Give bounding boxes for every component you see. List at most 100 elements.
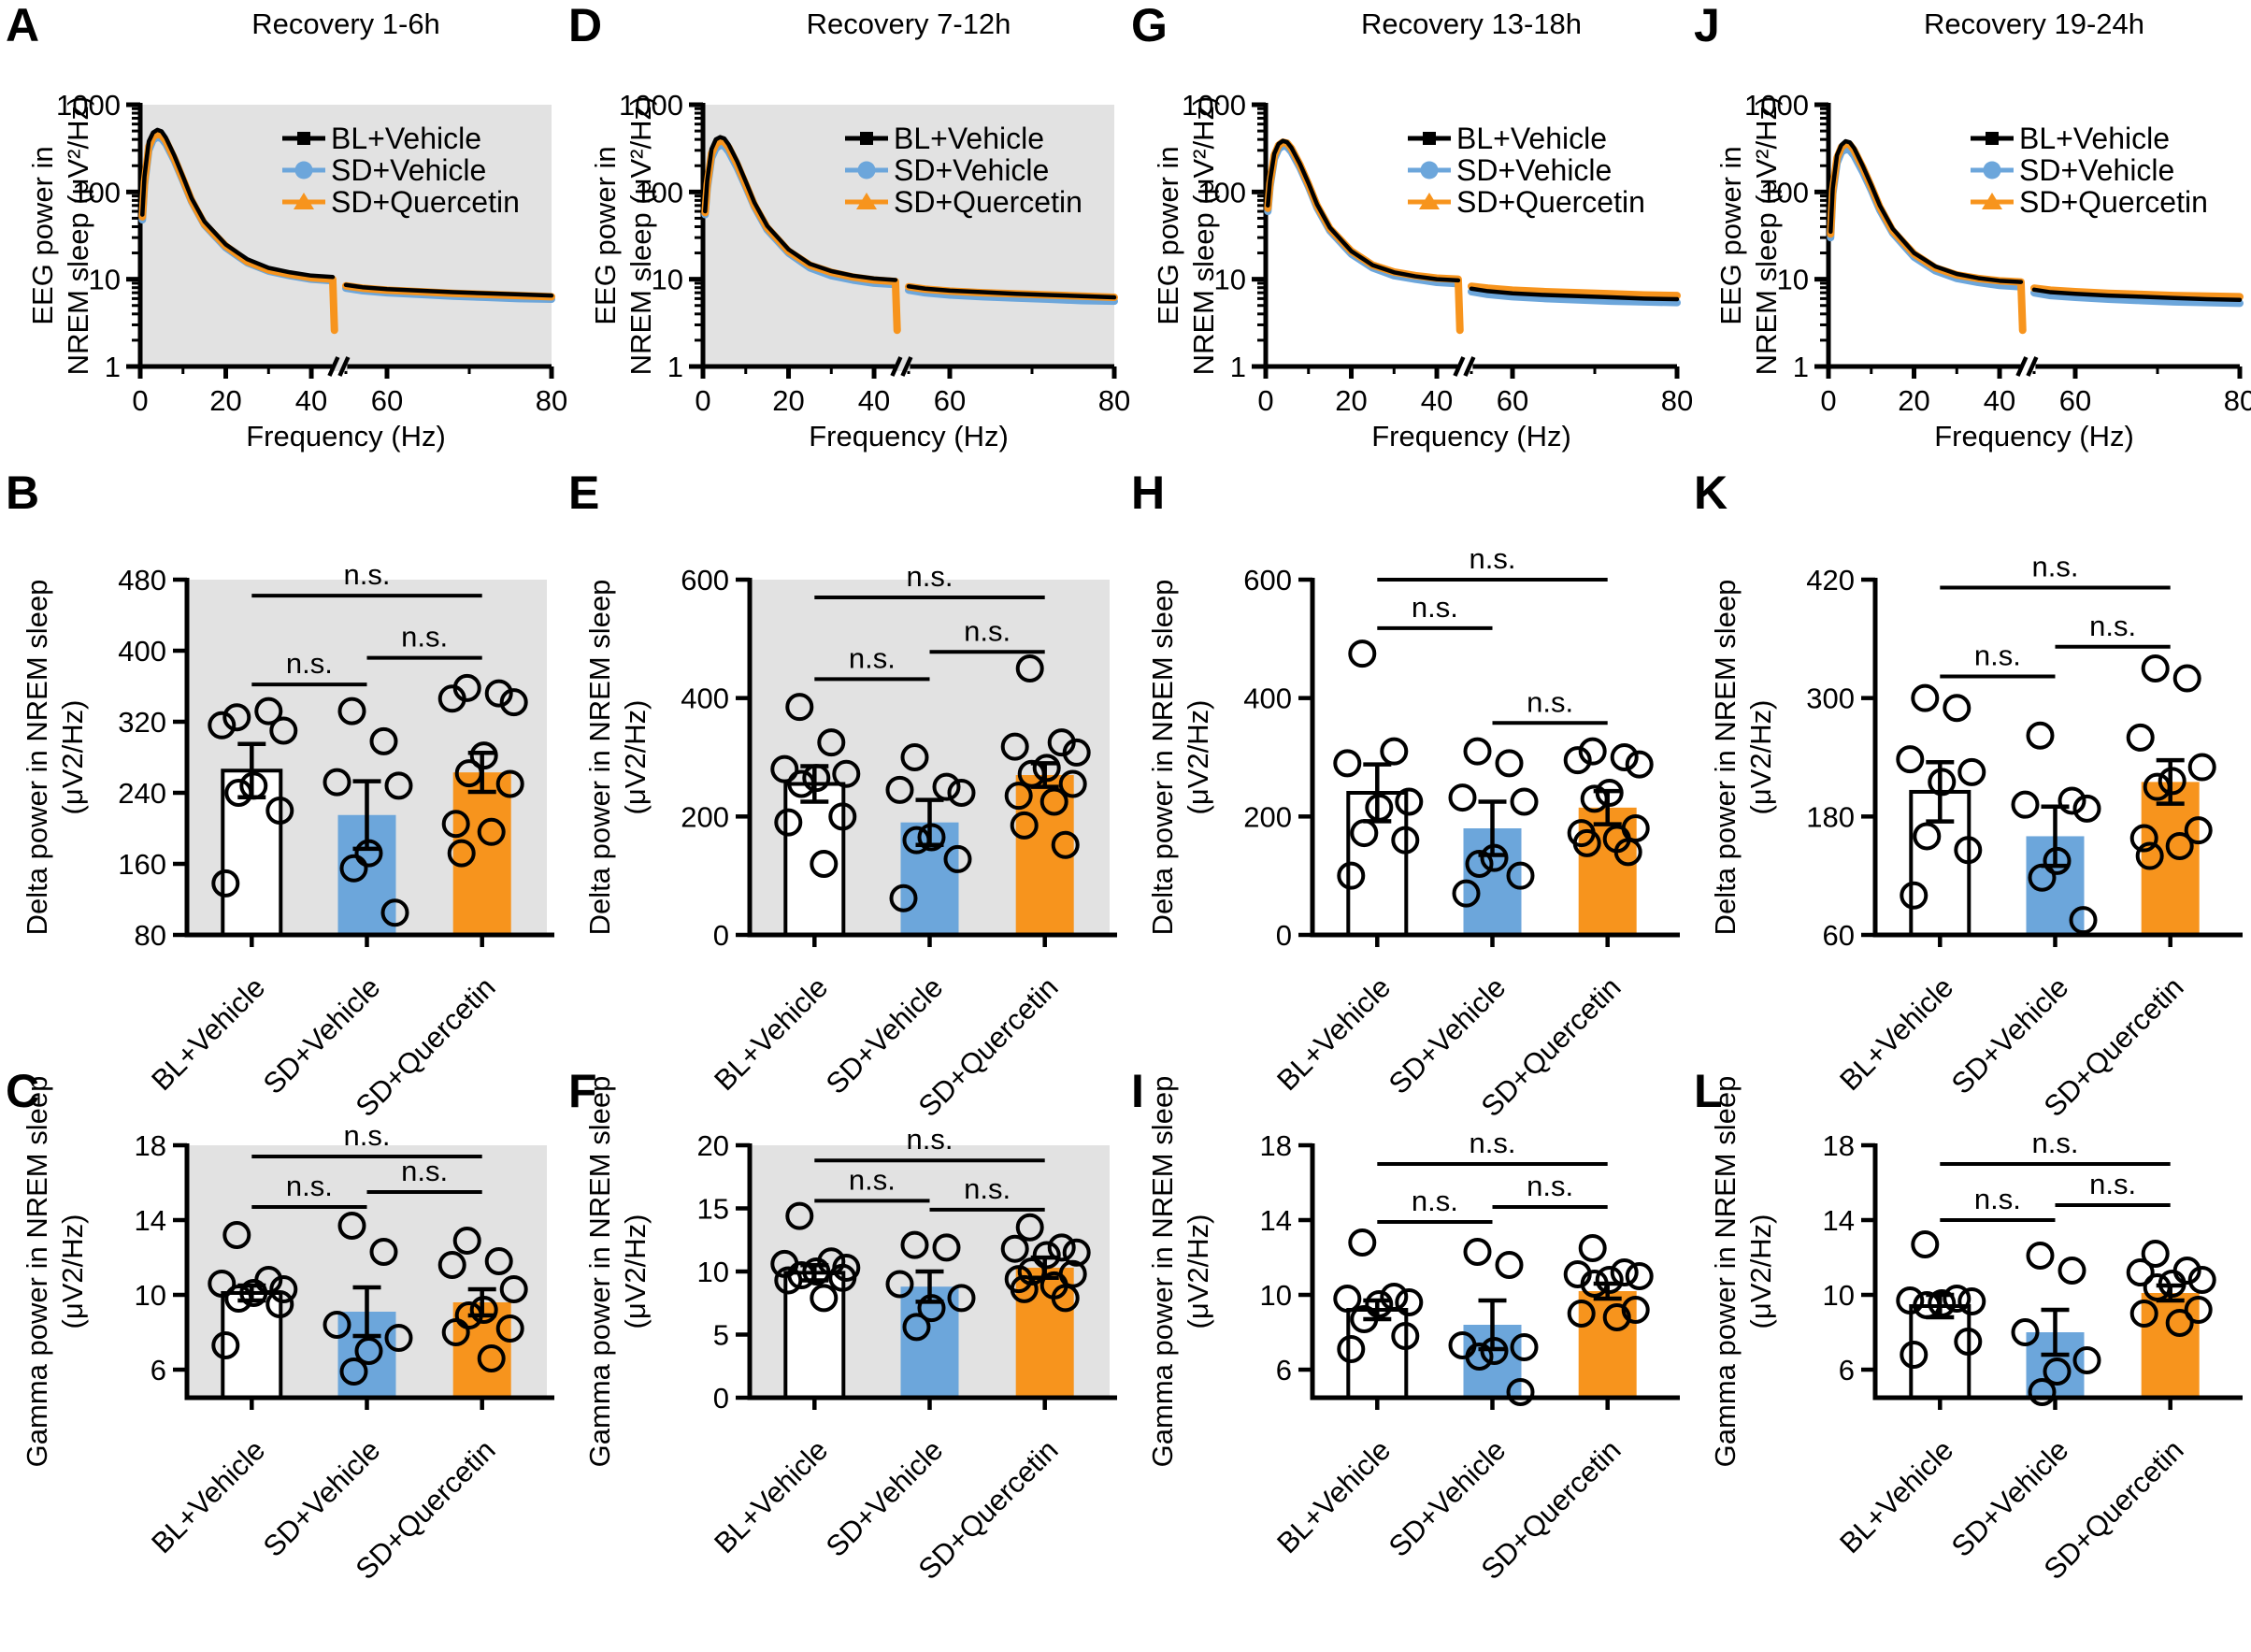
panel-F: F 0 5 10 15 20 n.s. n.s. n.s. BL+Vehicle SD+Vehic…	[563, 1066, 1126, 1652]
svg-text:(μV2/Hz): (μV2/Hz)	[1182, 1214, 1214, 1329]
svg-text:60: 60	[934, 384, 966, 417]
svg-text:60: 60	[1497, 384, 1528, 417]
svg-text:100: 100	[1760, 176, 1809, 208]
svg-text:EEG power in: EEG power in	[1714, 146, 1747, 324]
spectrum-chart-recovery-19-24h: 1 10 100 1000 0 20 40 60 80 Frequency (Hz) EEG pow…	[1714, 89, 2251, 453]
svg-text:10: 10	[1214, 264, 1246, 296]
svg-text:0: 0	[713, 919, 729, 952]
svg-text:20: 20	[209, 384, 241, 417]
svg-text:40: 40	[858, 384, 890, 417]
svg-text:1000: 1000	[619, 89, 683, 122]
panel-J: J Recovery 19-24h 1 10 100 1000 0 20 40 60 80 Fre…	[1688, 0, 2251, 465]
svg-text:SD+Vehicle: SD+Vehicle	[1456, 153, 1612, 187]
svg-text:1: 1	[1793, 351, 1809, 383]
svg-text:40: 40	[1421, 384, 1453, 417]
svg-text:0: 0	[1276, 919, 1292, 952]
svg-text:(μV2/Hz): (μV2/Hz)	[619, 700, 652, 815]
delta-bar-chart-recovery-13-18h: 0200400600n.s.n.s.n.s.BL+VehicleSD+Vehic…	[1146, 542, 1680, 1123]
svg-text:Delta power in NREM sleep: Delta power in NREM sleep	[1146, 580, 1179, 936]
svg-text:18: 18	[1823, 1129, 1855, 1162]
svg-text:200: 200	[1243, 800, 1292, 833]
svg-text:Frequency (Hz): Frequency (Hz)	[1934, 420, 2134, 453]
panel-C: C 6 10 14 18 n.s. n.s. n.s. BL+Vehicle SD+Vehicl…	[0, 1066, 563, 1652]
svg-text:SD+Quercetin: SD+Quercetin	[331, 185, 520, 219]
svg-text:(μV2/Hz): (μV2/Hz)	[1182, 700, 1214, 815]
svg-text:NREM sleep (μV²/Hz): NREM sleep (μV²/Hz)	[624, 96, 657, 376]
svg-text:BL+Vehicle: BL+Vehicle	[708, 1433, 834, 1559]
svg-text:n.s.: n.s.	[1412, 1185, 1458, 1217]
svg-text:EEG power in: EEG power in	[1152, 146, 1184, 324]
svg-text:0: 0	[132, 384, 148, 417]
svg-text:1000: 1000	[1182, 89, 1246, 122]
panel-D: D Recovery 7-12h 1 10 100 1000 0 20 40 60 80 Freq…	[563, 0, 1130, 465]
svg-text:14: 14	[1260, 1204, 1292, 1237]
svg-text:n.s.: n.s.	[1470, 1127, 1516, 1159]
svg-text:10: 10	[652, 264, 683, 296]
panel-E: E 0 200 400 600 n.s. n.s. n.s. BL+Vehicle SD+Veh…	[563, 467, 1126, 1123]
panel-G: G Recovery 13-18h 1 10 100 1000 0 20 40 60 80 Fre…	[1126, 0, 1693, 465]
svg-text:15: 15	[697, 1193, 729, 1226]
panel-L: L 6 10 14 18 n.s. n.s. n.s. BL+Vehicle SD+Vehicl…	[1688, 1066, 2251, 1652]
svg-text:n.s.: n.s.	[964, 1172, 1011, 1205]
panel-letter-J: J	[1694, 0, 1720, 51]
svg-text:18: 18	[1260, 1129, 1292, 1162]
svg-text:n.s.: n.s.	[344, 1119, 391, 1152]
svg-text:100: 100	[72, 176, 121, 208]
svg-text:20: 20	[772, 384, 804, 417]
svg-text:40: 40	[295, 384, 327, 417]
svg-text:n.s.: n.s.	[2089, 1168, 2136, 1200]
svg-text:240: 240	[118, 777, 166, 810]
svg-text:1: 1	[667, 351, 683, 383]
svg-text:n.s.: n.s.	[849, 1163, 896, 1196]
panel-K: K 60 180 300 420 n.s. n.s. n.s. BL+Vehicle SD+Ve…	[1688, 467, 2251, 1123]
svg-text:600: 600	[681, 564, 729, 596]
panel-letter-C: C	[6, 1065, 40, 1117]
svg-text:60: 60	[2059, 384, 2091, 417]
panel-I: I 6 10 14 18 n.s. n.s. n.s. BL+Vehicle SD+Vehicl…	[1126, 1066, 1688, 1652]
panel-letter-K: K	[1694, 467, 1728, 519]
spectrum-chart-recovery-13-18h: 1 10 100 1000 0 20 40 60 80 Frequency (Hz) EEG pow…	[1152, 89, 1693, 453]
panel-A: A Recovery 1-6h 1 10 100 1000 0 20 40 60 80 Frequ…	[0, 0, 567, 465]
svg-text:(μV2/Hz): (μV2/Hz)	[1744, 700, 1777, 815]
panel-title-D: Recovery 7-12h	[806, 7, 1011, 40]
svg-text:n.s.: n.s.	[286, 1170, 333, 1202]
svg-text:n.s.: n.s.	[1527, 1170, 1573, 1202]
svg-text:1: 1	[105, 351, 121, 383]
svg-text:n.s.: n.s.	[2032, 1127, 2079, 1159]
svg-text:420: 420	[1806, 564, 1855, 596]
svg-text:10: 10	[1777, 264, 1809, 296]
svg-text:n.s.: n.s.	[2032, 550, 2079, 582]
svg-text:18: 18	[135, 1129, 166, 1162]
svg-text:80: 80	[135, 919, 166, 952]
svg-text:1000: 1000	[1744, 89, 1809, 122]
svg-text:n.s.: n.s.	[286, 647, 333, 680]
spectrum-chart-recovery-1-6h: 1 10 100 1000 0 20 40 60 80 Frequency (Hz) EEG pow…	[26, 89, 567, 453]
svg-text:20: 20	[697, 1129, 729, 1162]
panel-letter-G: G	[1131, 0, 1168, 51]
svg-text:BL+Vehicle: BL+Vehicle	[2019, 122, 2170, 155]
svg-text:Gamma power in NREM sleep: Gamma power in NREM sleep	[1709, 1076, 1742, 1468]
svg-text:n.s.: n.s.	[907, 1123, 953, 1156]
svg-text:BL+Vehicle: BL+Vehicle	[1833, 1433, 1959, 1559]
svg-text:320: 320	[118, 706, 166, 739]
svg-text:n.s.: n.s.	[1527, 685, 1573, 718]
svg-text:Gamma power in NREM sleep: Gamma power in NREM sleep	[583, 1076, 616, 1468]
svg-text:BL+Vehicle: BL+Vehicle	[145, 1433, 271, 1559]
svg-text:10: 10	[89, 264, 121, 296]
svg-text:0: 0	[1820, 384, 1836, 417]
svg-text:200: 200	[681, 800, 729, 833]
svg-text:0: 0	[695, 384, 710, 417]
panel-letter-L: L	[1694, 1065, 1723, 1117]
svg-text:BL+Vehicle: BL+Vehicle	[331, 122, 481, 155]
svg-text:n.s.: n.s.	[1974, 1183, 2021, 1215]
svg-text:80: 80	[1098, 384, 1130, 417]
svg-text:NREM sleep (μV²/Hz): NREM sleep (μV²/Hz)	[1187, 96, 1220, 376]
svg-text:NREM sleep (μV²/Hz): NREM sleep (μV²/Hz)	[1750, 96, 1783, 376]
svg-text:20: 20	[1335, 384, 1367, 417]
svg-text:n.s.: n.s.	[344, 558, 391, 591]
